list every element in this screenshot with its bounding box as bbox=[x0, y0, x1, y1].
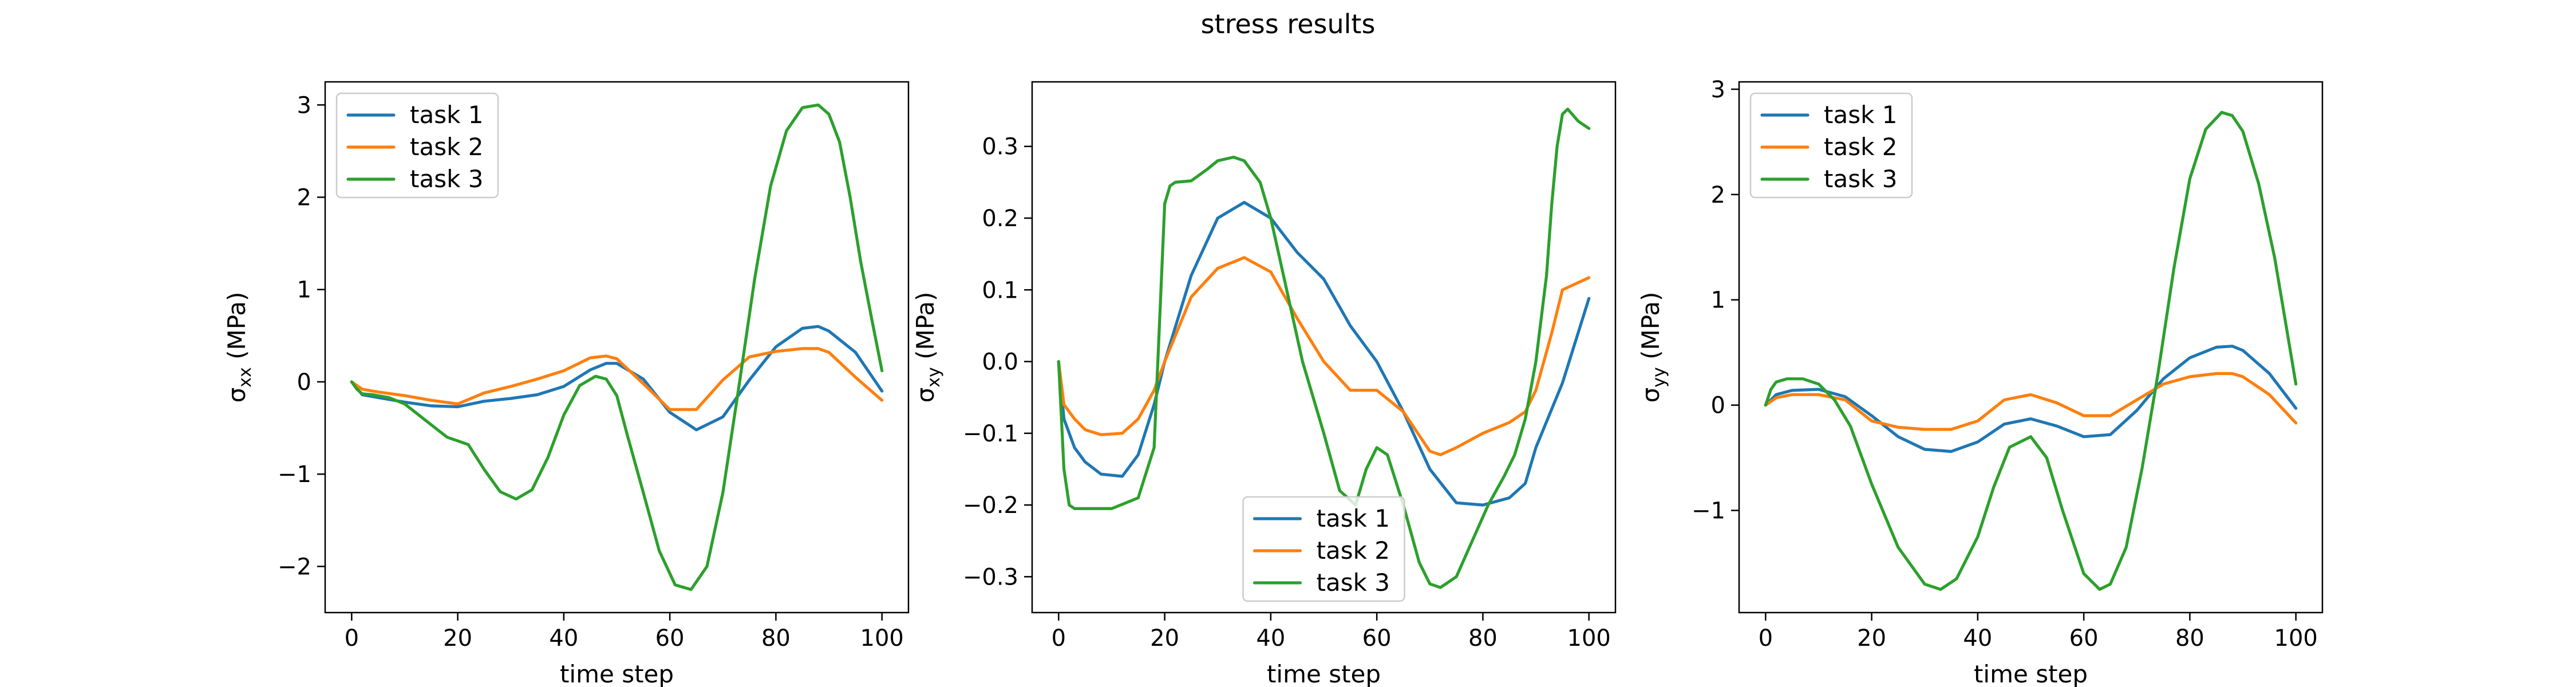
x-tick-label: 40 bbox=[1963, 625, 1992, 652]
y-tick-label: −0.1 bbox=[963, 421, 1018, 447]
y-axis-label-unit: (MPa) bbox=[223, 292, 251, 368]
series-line-task-1 bbox=[350, 325, 884, 432]
x-tick-label: 0 bbox=[1759, 625, 1773, 652]
axes-frame bbox=[324, 81, 910, 614]
y-tick-label: 0.0 bbox=[982, 349, 1018, 376]
x-tick-label: 0 bbox=[345, 625, 359, 652]
legend-label-task-1: task 1 bbox=[1824, 101, 1897, 129]
series-line-task-2 bbox=[350, 347, 884, 411]
axes-frame bbox=[1738, 81, 2324, 614]
y-tick-label: 0.3 bbox=[982, 134, 1018, 160]
series-line-task-2 bbox=[1764, 372, 2298, 431]
y-tick-label: −1 bbox=[278, 461, 311, 488]
series-line-task-3 bbox=[1764, 110, 2298, 591]
legend-box bbox=[335, 92, 499, 199]
y-tick-label: −0.2 bbox=[963, 492, 1018, 519]
x-tick-label: 80 bbox=[2175, 625, 2204, 652]
legend-label-task-2: task 2 bbox=[1824, 133, 1897, 161]
y-tick-label: 0.1 bbox=[982, 277, 1018, 303]
legend-label-task-3: task 3 bbox=[410, 165, 483, 193]
y-tick-label: −0.3 bbox=[963, 564, 1018, 590]
y-axis-label: σyy (MPa) bbox=[1637, 292, 1669, 403]
x-tick-label: 20 bbox=[1150, 625, 1179, 652]
series-line-task-3 bbox=[350, 103, 884, 591]
x-axis-label: time step bbox=[560, 660, 674, 687]
y-axis-label-unit: (MPa) bbox=[1637, 292, 1665, 368]
y-tick-label: 3 bbox=[297, 92, 311, 119]
legend-label-task-1: task 1 bbox=[410, 101, 483, 129]
y-axis-label-subscript: xy bbox=[924, 367, 944, 388]
x-axis-label: time step bbox=[1267, 660, 1381, 687]
axes-frame bbox=[1031, 81, 1617, 614]
x-tick-label: 40 bbox=[549, 625, 578, 652]
legend-box bbox=[1242, 496, 1405, 602]
x-tick-label: 60 bbox=[2069, 625, 2099, 652]
y-axis-label-subscript: yy bbox=[1649, 367, 1669, 388]
legend-box bbox=[1749, 92, 1913, 199]
x-axis-label: time step bbox=[1974, 660, 2088, 687]
y-axis-label: σxx (MPa) bbox=[223, 292, 255, 403]
x-tick-label: 100 bbox=[860, 625, 904, 652]
subplot-1: 0 20 40 60 80 100 −2 −1 0 1 2 3 time step σxx (MPa) ta… bbox=[223, 81, 910, 687]
x-tick-label: 80 bbox=[1468, 625, 1498, 652]
y-axis-label-symbol: σ bbox=[911, 388, 939, 403]
legend-label-task-2: task 2 bbox=[410, 133, 483, 161]
y-axis-label-unit: (MPa) bbox=[911, 292, 939, 368]
x-tick-label: 100 bbox=[2274, 625, 2318, 652]
series-lines bbox=[1764, 110, 2298, 591]
legend: task 1 task 2 task 3 bbox=[1749, 92, 1913, 199]
y-tick-label: 3 bbox=[1711, 77, 1725, 103]
series-line-task-1 bbox=[1057, 200, 1591, 507]
subplot-3: 0 20 40 60 80 100 −1 0 1 2 3 time step σyy (MPa) task… bbox=[1637, 77, 2324, 687]
y-tick-label: 2 bbox=[297, 185, 311, 211]
legend: task 1 task 2 task 3 bbox=[335, 92, 499, 199]
y-axis-label-symbol: σ bbox=[1637, 388, 1665, 403]
series-line-task-1 bbox=[1764, 345, 2298, 453]
y-tick-label: 0.2 bbox=[982, 206, 1018, 232]
y-tick-label: 0 bbox=[1711, 393, 1725, 419]
series-lines bbox=[350, 103, 884, 591]
legend-label-task-2: task 2 bbox=[1317, 536, 1390, 564]
x-tick-label: 40 bbox=[1256, 625, 1285, 652]
y-axis-label-symbol: σ bbox=[223, 388, 251, 403]
x-tick-label: 0 bbox=[1052, 625, 1066, 652]
figure-title: stress results bbox=[1201, 9, 1376, 40]
legend-label-task-1: task 1 bbox=[1317, 504, 1390, 532]
y-tick-label: −2 bbox=[278, 554, 311, 580]
legend-label-task-3: task 3 bbox=[1317, 568, 1390, 597]
y-tick-label: 0 bbox=[297, 369, 311, 396]
legend: task 1 task 2 task 3 bbox=[1242, 496, 1405, 602]
x-tick-label: 80 bbox=[761, 625, 791, 652]
y-tick-label: −1 bbox=[1692, 498, 1725, 524]
y-tick-label: 2 bbox=[1711, 182, 1725, 208]
x-tick-label: 60 bbox=[1362, 625, 1392, 652]
y-axis-label-subscript: xx bbox=[235, 367, 255, 388]
series-line-task-2 bbox=[1057, 256, 1591, 457]
x-tick-label: 100 bbox=[1567, 625, 1611, 652]
x-tick-label: 20 bbox=[443, 625, 472, 652]
x-tick-label: 60 bbox=[655, 625, 685, 652]
legend-label-task-3: task 3 bbox=[1824, 165, 1897, 193]
y-tick-label: 1 bbox=[297, 277, 311, 303]
y-tick-label: 1 bbox=[1711, 287, 1725, 314]
subplot-2: 0 20 40 60 80 100 −0.3 −0.2 −0.1 0.0 0.1 0.2 0.3 time… bbox=[911, 81, 1617, 687]
x-tick-label: 20 bbox=[1857, 625, 1886, 652]
y-axis-label: σxy (MPa) bbox=[911, 292, 944, 403]
